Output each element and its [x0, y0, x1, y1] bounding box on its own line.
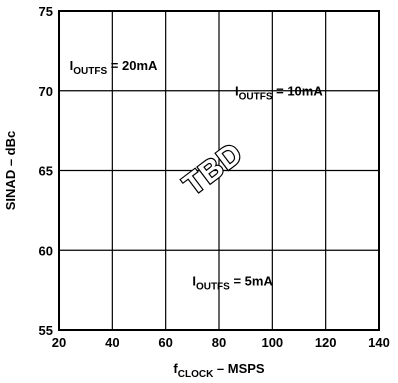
- annotation-label: IOUTFS = 20mA: [70, 58, 158, 77]
- annotation-subscript: OUTFS: [239, 92, 273, 103]
- x-axis-label-main: f: [173, 361, 178, 376]
- tbd-watermark: TBD: [178, 137, 249, 202]
- x-tick-label: 140: [368, 335, 390, 350]
- x-axis-label-subscript: CLOCK: [178, 369, 214, 380]
- annotation-subscript: OUTFS: [73, 66, 107, 77]
- y-tick-label: 60: [39, 243, 53, 258]
- annotation-rest: = 10mA: [273, 84, 324, 99]
- x-axis-label-rest: – MSPS: [213, 361, 265, 376]
- y-tick-label: 65: [39, 164, 53, 179]
- x-tick-label: 120: [315, 335, 337, 350]
- x-tick-label: 20: [52, 335, 66, 350]
- annotation-rest: = 20mA: [107, 58, 158, 73]
- annotation-main: I: [235, 84, 239, 99]
- x-tick-label: 60: [158, 335, 172, 350]
- y-tick-label: 55: [39, 323, 53, 338]
- tick-labels: 20 40 60 80 100 120 140 55 60 65 70 75: [39, 4, 390, 350]
- y-tick-label: 75: [39, 4, 53, 19]
- plot-frame: [58, 10, 380, 331]
- annotation-main: I: [192, 273, 196, 288]
- annotation-label: IOUTFS = 5mA: [192, 273, 273, 292]
- grid-lines: [59, 11, 379, 330]
- annotation-subscript: OUTFS: [196, 281, 230, 292]
- annotation-main: I: [70, 58, 74, 73]
- annotation-rest: = 5mA: [230, 273, 274, 288]
- y-tick-label: 70: [39, 84, 53, 99]
- y-axis-label: SINAD – dBc: [3, 131, 18, 210]
- x-tick-label: 80: [212, 335, 226, 350]
- x-axis-label: fCLOCK – MSPS: [173, 361, 265, 380]
- x-tick-label: 100: [261, 335, 283, 350]
- annotation-label: IOUTFS = 10mA: [235, 84, 323, 103]
- x-tick-label: 40: [105, 335, 119, 350]
